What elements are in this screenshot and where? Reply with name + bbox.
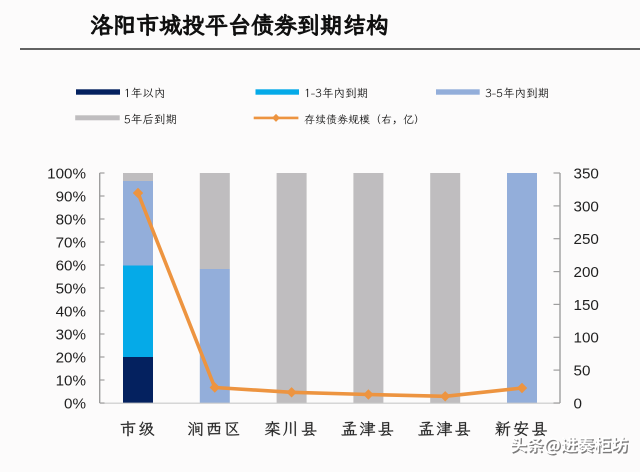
svg-text:20%: 20% (56, 349, 86, 366)
svg-text:50%: 50% (56, 280, 86, 297)
svg-text:50: 50 (574, 363, 591, 380)
svg-text:100: 100 (574, 330, 599, 347)
svg-text:150: 150 (574, 297, 599, 314)
svg-text:40%: 40% (56, 303, 86, 320)
svg-text:10%: 10% (56, 372, 86, 389)
svg-text:0%: 0% (64, 395, 86, 412)
svg-text:250: 250 (574, 231, 599, 248)
svg-text:100%: 100% (47, 165, 86, 182)
svg-text:0: 0 (574, 395, 582, 412)
svg-text:70%: 70% (56, 234, 86, 251)
svg-text:300: 300 (574, 198, 599, 215)
svg-text:60%: 60% (56, 257, 86, 274)
svg-text:200: 200 (574, 264, 599, 281)
svg-text:80%: 80% (56, 211, 86, 228)
svg-text:350: 350 (574, 165, 599, 182)
svg-text:90%: 90% (56, 188, 86, 205)
svg-text:30%: 30% (56, 326, 86, 343)
